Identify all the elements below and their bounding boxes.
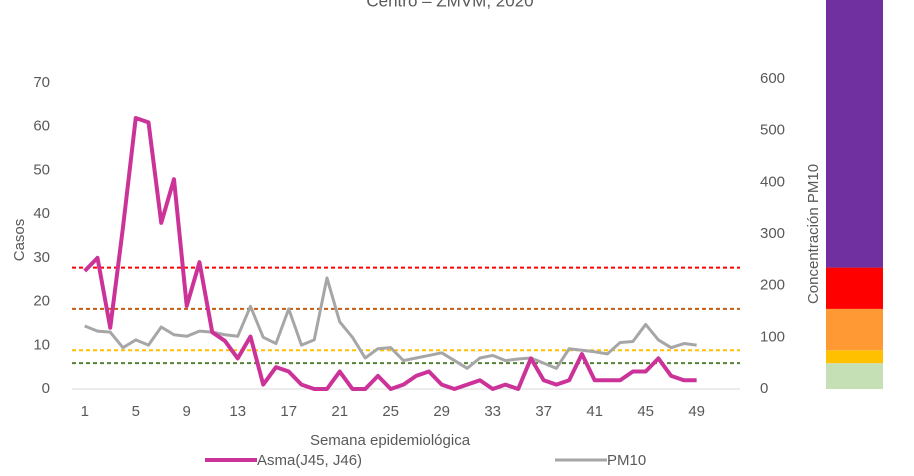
series-line	[84, 276, 697, 370]
y2-tick-label: 200	[760, 277, 785, 294]
y2-tick-label: 500	[760, 122, 785, 139]
x-tick-label: 49	[688, 403, 705, 420]
x-tick-label: 41	[586, 403, 603, 420]
y-tick-label: 50	[33, 161, 50, 178]
y-axis-title: Casos	[11, 219, 28, 262]
y-tick-label: 30	[33, 249, 50, 266]
series-line	[83, 115, 697, 391]
legend-label: Asma(J45, J46)	[257, 452, 362, 469]
x-tick-label: 25	[382, 403, 399, 420]
y-tick-label: 40	[33, 205, 50, 222]
y2-tick-label: 300	[760, 225, 785, 242]
x-tick-label: 29	[433, 403, 450, 420]
threshold-band	[826, 0, 883, 268]
y2-tick-label: 400	[760, 173, 785, 190]
threshold-band	[826, 267, 883, 309]
threshold-band	[826, 363, 883, 389]
x-tick-label: 45	[637, 403, 654, 420]
x-tick-label: 9	[183, 403, 191, 420]
x-tick-label: 37	[535, 403, 552, 420]
y-tick-label: 0	[42, 380, 50, 397]
x-tick-label: 33	[484, 403, 501, 420]
chart-title: Centro – ZMVM, 2020	[366, 0, 533, 10]
x-tick-label: 5	[132, 403, 140, 420]
legend-label: PM10	[607, 452, 646, 469]
threshold-band	[826, 350, 883, 364]
y2-tick-label: 100	[760, 328, 785, 345]
x-tick-label: 21	[331, 403, 348, 420]
y2-tick-label: 0	[760, 380, 768, 397]
y2-axis-title: Concentración PM10	[805, 164, 822, 304]
y-tick-label: 70	[33, 74, 50, 91]
y-tick-label: 20	[33, 293, 50, 310]
x-axis-title: Semana epidemiológica	[310, 432, 471, 449]
threshold-band	[826, 308, 883, 351]
y-tick-label: 10	[33, 336, 50, 353]
y2-tick-label: 600	[760, 70, 785, 87]
x-tick-label: 1	[81, 403, 89, 420]
y-tick-label: 60	[33, 118, 50, 135]
x-tick-label: 17	[280, 403, 297, 420]
x-tick-label: 13	[229, 403, 246, 420]
